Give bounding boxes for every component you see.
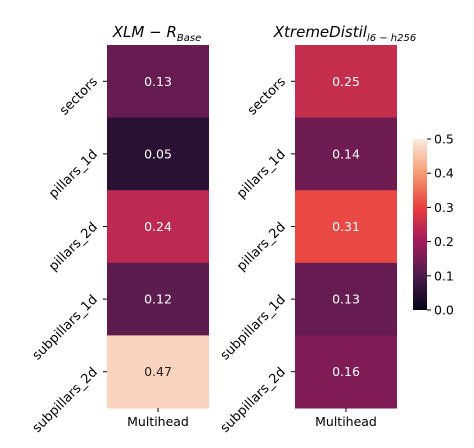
row-label: subpillars_2d <box>218 365 289 436</box>
heatmap-cell <box>295 190 397 264</box>
cell-value-label: 0.13 <box>144 74 172 89</box>
cell-value-label: 0.16 <box>332 364 360 379</box>
cell-value-label: 0.12 <box>144 292 172 307</box>
row-label: sectors <box>57 74 101 118</box>
colorbar-tick-label: 0.5 <box>434 132 454 147</box>
row-label: pillars_1d <box>234 147 289 202</box>
colorbar: 0.0 0.1 0.2 0.3 0.4 0.5 <box>413 132 454 318</box>
heatmap-cell <box>107 335 209 409</box>
cell-value-label: 0.47 <box>144 364 172 379</box>
row-label: sectors <box>245 74 289 118</box>
column-label: Multihead <box>315 414 377 429</box>
heatmap-cell <box>107 190 209 264</box>
colorbar-gradient <box>413 139 427 310</box>
cell-value-label: 0.31 <box>332 219 360 234</box>
colorbar-tick-label: 0.1 <box>434 268 454 283</box>
cell-value-label: 0.14 <box>332 146 360 161</box>
colorbar-tick-label: 0.3 <box>434 200 454 215</box>
row-label: pillars_1d <box>46 147 101 202</box>
colorbar-tick-label: 0.4 <box>434 166 454 181</box>
cell-value-label: 0.05 <box>144 146 172 161</box>
cell-value-label: 0.13 <box>332 292 360 307</box>
heatmap-cell <box>107 117 209 191</box>
heatmap-cell <box>295 262 397 336</box>
panel-title-xlm: XLM − RBase <box>112 23 201 44</box>
colorbar-tick-label: 0.2 <box>434 234 454 249</box>
heatmap-cell <box>295 45 397 119</box>
row-label: pillars_2d <box>234 220 289 275</box>
row-label: subpillars_2d <box>30 365 101 436</box>
heatmap-panel-0: 0.13 sectors 0.05 pillars_1d 0.24 pillars_2d 0… <box>30 45 209 436</box>
row-label: pillars_2d <box>46 220 101 275</box>
cell-value-label: 0.24 <box>144 219 172 234</box>
panel-title-xtremedistil: XtremeDistill6 − h256 <box>273 23 416 44</box>
heatmap-cell <box>107 262 209 336</box>
row-label: subpillars_1d <box>218 292 289 363</box>
colorbar-tick-label: 0.0 <box>434 303 454 318</box>
cell-value-label: 0.25 <box>332 74 360 89</box>
heatmap-cell <box>295 335 397 409</box>
heatmap-cell <box>295 117 397 191</box>
heatmap-panel-1: 0.25 sectors 0.14 pillars_1d 0.31 pillars_2d 0… <box>218 45 397 436</box>
column-label: Multihead <box>127 414 189 429</box>
row-label: subpillars_1d <box>30 292 101 363</box>
heatmap-cell <box>107 45 209 119</box>
